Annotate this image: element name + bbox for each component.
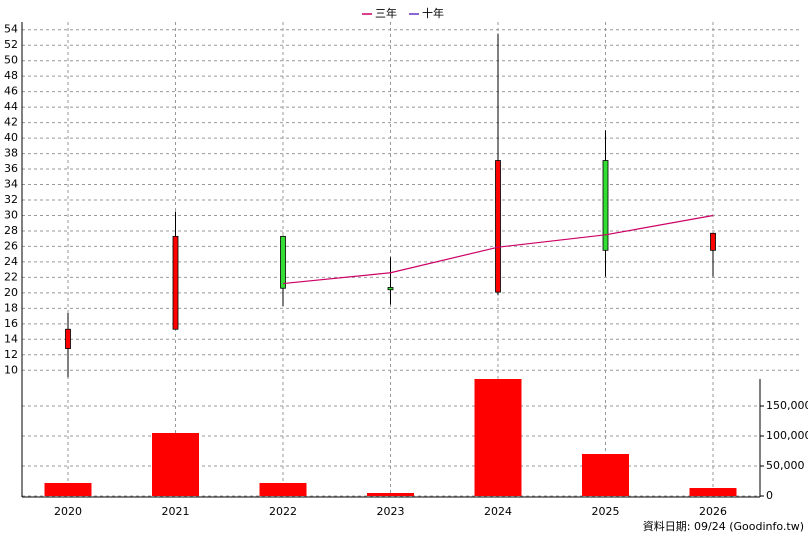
candle-body	[65, 328, 71, 349]
legend-label: 十年	[422, 6, 444, 20]
y-tick-label: 20	[4, 286, 18, 299]
y-tick-label: 32	[4, 193, 18, 206]
bar	[152, 433, 199, 496]
x-tick-label: 2025	[592, 505, 620, 518]
y-tick-label: 22	[4, 270, 18, 283]
candle-body	[602, 160, 609, 251]
y-tick-label: 30	[4, 208, 18, 221]
y-tick-label: 54	[4, 23, 18, 36]
candle-body	[172, 235, 179, 330]
bar	[582, 454, 629, 496]
y-tick-label: 52	[4, 38, 18, 51]
y2-tick-label: 100,000	[766, 429, 808, 442]
bar	[689, 488, 737, 496]
candle-body	[280, 235, 286, 289]
y-tick-label: 48	[4, 69, 18, 82]
x-tick-label: 2026	[699, 505, 727, 518]
footer: 資料日期: 09/24 (Goodinfo.tw)	[643, 519, 804, 533]
y2-tick-label: 150,000	[766, 399, 808, 412]
legend-label: 三年	[375, 6, 397, 20]
y-tick-label: 40	[4, 131, 18, 144]
y2-tick-label: 50,000	[766, 459, 805, 472]
bar	[44, 482, 92, 496]
y-tick-label: 50	[4, 54, 18, 67]
y-tick-label: 12	[4, 348, 18, 361]
y2-tick-label: 0	[766, 489, 773, 502]
y-tick-label: 26	[4, 239, 18, 252]
y-tick-label: 36	[4, 162, 18, 175]
y-tick-label: 16	[4, 317, 18, 330]
bar	[367, 493, 414, 496]
x-tick-label: 2023	[377, 505, 405, 518]
line-series	[282, 214, 714, 285]
y-tick-label: 42	[4, 116, 18, 129]
y-tick-label: 38	[4, 147, 18, 160]
y-tick-label: 34	[4, 178, 18, 191]
y-tick-label: 18	[4, 301, 18, 314]
x-tick-label: 2020	[54, 505, 82, 518]
bar	[259, 482, 307, 496]
candle-body	[710, 232, 716, 251]
y-tick-label: 28	[4, 224, 18, 237]
y-tick-label: 10	[4, 363, 18, 376]
x-tick-label: 2022	[269, 505, 297, 518]
bar	[474, 379, 522, 496]
y-tick-label: 24	[4, 255, 18, 268]
y-tick-label: 14	[4, 332, 18, 345]
candle-body	[387, 287, 394, 291]
y-tick-label: 44	[4, 100, 18, 113]
x-tick-label: 2024	[484, 505, 512, 518]
candle-body	[495, 160, 501, 293]
x-tick-label: 2021	[162, 505, 190, 518]
y-tick-label: 46	[4, 85, 18, 98]
